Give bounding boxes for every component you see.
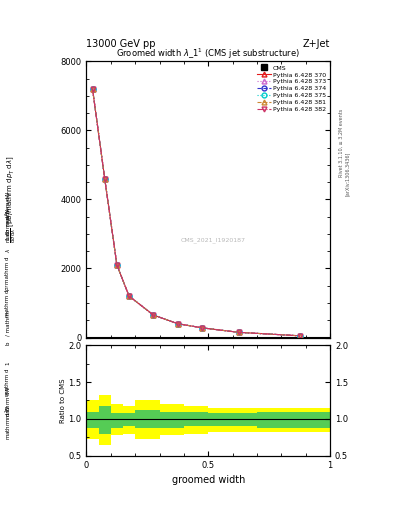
Text: [arXiv:1306.3436]: [arXiv:1306.3436] [345, 152, 350, 196]
Pythia 6.428 373 [127, 293, 132, 299]
Pythia 6.428 374 [200, 325, 205, 331]
Text: mathrm d$N$: mathrm d$N$ [4, 191, 12, 224]
Pythia 6.428 381 [102, 176, 107, 182]
Pythia 6.428 374 [127, 293, 132, 299]
Pythia 6.428 370 [237, 329, 241, 335]
Pythia 6.428 373 [90, 86, 95, 92]
Pythia 6.428 375 [90, 86, 95, 92]
Pythia 6.428 382 [127, 293, 132, 299]
Pythia 6.428 382 [200, 325, 205, 331]
Text: $\lambda$: $\lambda$ [4, 248, 12, 252]
Pythia 6.428 370 [90, 86, 95, 92]
Text: mathrm d$^2N$: mathrm d$^2N$ [3, 404, 13, 440]
Pythia 6.428 370 [298, 333, 302, 339]
Pythia 6.428 382 [90, 86, 95, 92]
Text: mathrm d: mathrm d [6, 290, 10, 317]
Pythia 6.428 381 [298, 333, 302, 339]
Legend: CMS, Pythia 6.428 370, Pythia 6.428 373, Pythia 6.428 374, Pythia 6.428 375, Pyt: CMS, Pythia 6.428 370, Pythia 6.428 373,… [256, 65, 327, 113]
Title: Groomed width $\lambda\_1^1$ (CMS jet substructure): Groomed width $\lambda\_1^1$ (CMS jet su… [116, 47, 300, 61]
Text: mathrm d$^2N$: mathrm d$^2N$ [3, 207, 13, 243]
Y-axis label: Ratio to CMS: Ratio to CMS [60, 378, 66, 423]
Pythia 6.428 375 [237, 329, 241, 335]
Line: Pythia 6.428 382: Pythia 6.428 382 [90, 87, 302, 338]
Pythia 6.428 370 [102, 176, 107, 182]
Line: Pythia 6.428 381: Pythia 6.428 381 [90, 87, 302, 338]
Pythia 6.428 375 [115, 262, 119, 268]
Pythia 6.428 370 [127, 293, 132, 299]
Pythia 6.428 381 [237, 329, 241, 335]
Line: Pythia 6.428 370: Pythia 6.428 370 [90, 87, 302, 338]
Pythia 6.428 370 [175, 321, 180, 327]
Line: Pythia 6.428 375: Pythia 6.428 375 [90, 87, 302, 338]
Text: mathrm d$N$: mathrm d$N$ [4, 386, 12, 419]
Pythia 6.428 373 [298, 333, 302, 339]
Pythia 6.428 370 [200, 325, 205, 331]
X-axis label: groomed width: groomed width [172, 475, 245, 485]
Text: mathrm d: mathrm d [6, 256, 10, 284]
Pythia 6.428 375 [175, 321, 180, 327]
Text: Rivet 3.1.10, ≥ 3.2M events: Rivet 3.1.10, ≥ 3.2M events [339, 109, 344, 178]
Pythia 6.428 381 [200, 325, 205, 331]
Text: b: b [6, 342, 10, 345]
Pythia 6.428 381 [90, 86, 95, 92]
Pythia 6.428 382 [115, 262, 119, 268]
Pythia 6.428 381 [115, 262, 119, 268]
Text: Z+Jet: Z+Jet [303, 38, 330, 49]
Y-axis label: $\frac{1}{\mathrm{d}\sigma}\frac{\mathrm{d}\sigma}{\mathrm{d}\lambda}$ [pb/mathr: $\frac{1}{\mathrm{d}\sigma}\frac{\mathrm… [5, 156, 19, 243]
Pythia 6.428 373 [151, 312, 156, 318]
Pythia 6.428 382 [298, 333, 302, 339]
Pythia 6.428 375 [200, 325, 205, 331]
Pythia 6.428 382 [237, 329, 241, 335]
Pythia 6.428 373 [175, 321, 180, 327]
Pythia 6.428 375 [151, 312, 156, 318]
Pythia 6.428 381 [127, 293, 132, 299]
Pythia 6.428 374 [175, 321, 180, 327]
Pythia 6.428 375 [102, 176, 107, 182]
Line: Pythia 6.428 373: Pythia 6.428 373 [90, 87, 302, 338]
Text: $p_T$: $p_T$ [4, 283, 12, 291]
Pythia 6.428 382 [102, 176, 107, 182]
Text: 1: 1 [6, 361, 10, 365]
Pythia 6.428 374 [151, 312, 156, 318]
Pythia 6.428 374 [237, 329, 241, 335]
Pythia 6.428 374 [298, 333, 302, 339]
Pythia 6.428 375 [298, 333, 302, 339]
Pythia 6.428 374 [115, 262, 119, 268]
Text: CMS_2021_I1920187: CMS_2021_I1920187 [181, 237, 246, 243]
Pythia 6.428 373 [115, 262, 119, 268]
Pythia 6.428 374 [102, 176, 107, 182]
Pythia 6.428 375 [127, 293, 132, 299]
Text: / mathrm: / mathrm [6, 310, 10, 336]
Pythia 6.428 381 [151, 312, 156, 318]
Pythia 6.428 374 [90, 86, 95, 92]
Pythia 6.428 373 [200, 325, 205, 331]
Pythia 6.428 382 [175, 321, 180, 327]
Pythia 6.428 382 [151, 312, 156, 318]
Line: Pythia 6.428 374: Pythia 6.428 374 [90, 87, 302, 338]
Pythia 6.428 373 [102, 176, 107, 182]
Pythia 6.428 373 [237, 329, 241, 335]
Text: 13000 GeV pp: 13000 GeV pp [86, 38, 156, 49]
Pythia 6.428 381 [175, 321, 180, 327]
Pythia 6.428 370 [115, 262, 119, 268]
Text: mathrm d: mathrm d [6, 369, 10, 396]
Pythia 6.428 370 [151, 312, 156, 318]
